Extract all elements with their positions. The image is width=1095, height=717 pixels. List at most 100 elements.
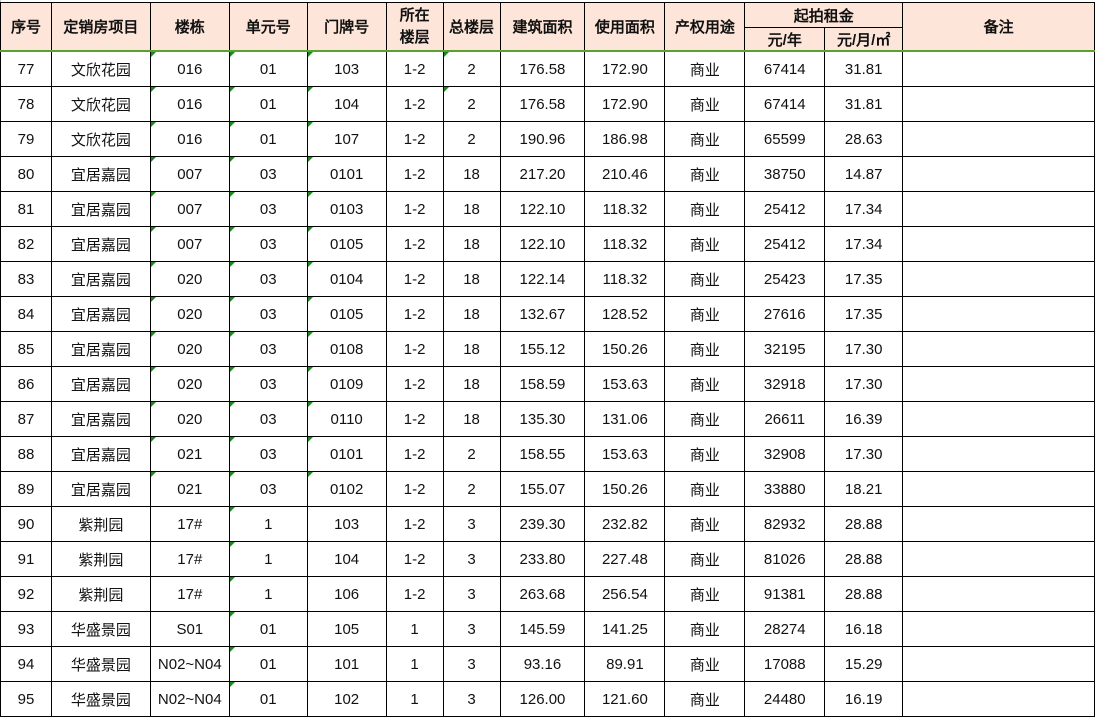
cell-seq[interactable]: 77 [0,50,52,87]
cell-build-area[interactable]: 239.30 [499,506,586,542]
cell-usage[interactable]: 商业 [664,576,746,612]
cell-use-area[interactable]: 118.32 [584,261,666,297]
cell-rent-year[interactable]: 25412 [744,191,826,227]
cell-build-area[interactable]: 126.00 [499,681,586,717]
header-building[interactable]: 楼栋 [149,2,230,52]
cell-building[interactable]: 021 [149,436,230,472]
cell-rent-year[interactable]: 65599 [744,121,826,157]
cell-total-floors[interactable]: 18 [442,331,501,367]
cell-building[interactable]: 021 [149,471,230,507]
cell-seq[interactable]: 91 [0,541,52,577]
cell-project[interactable]: 华盛景园 [50,611,151,647]
cell-unit[interactable]: 03 [228,331,308,367]
header-door[interactable]: 门牌号 [306,2,387,52]
cell-door[interactable]: 0109 [306,366,387,402]
cell-total-floors[interactable]: 3 [442,611,501,647]
cell-use-area[interactable]: 150.26 [584,331,666,367]
cell-usage[interactable]: 商业 [664,436,746,472]
cell-usage[interactable]: 商业 [664,471,746,507]
cell-build-area[interactable]: 158.59 [499,366,586,402]
cell-building[interactable]: 016 [149,121,230,157]
cell-project[interactable]: 文欣花园 [50,121,151,157]
cell-floor[interactable]: 1-2 [385,436,444,472]
cell-floor[interactable]: 1-2 [385,331,444,367]
cell-use-area[interactable]: 227.48 [584,541,666,577]
cell-seq[interactable]: 79 [0,121,52,157]
cell-project[interactable]: 宜居嘉园 [50,156,151,192]
cell-remarks[interactable] [902,576,1095,612]
cell-remarks[interactable] [902,541,1095,577]
cell-usage[interactable]: 商业 [664,156,746,192]
cell-build-area[interactable]: 122.14 [499,261,586,297]
cell-rent-year[interactable]: 32918 [744,366,826,402]
cell-floor[interactable]: 1-2 [385,506,444,542]
cell-remarks[interactable] [902,611,1095,647]
header-rent-year[interactable]: 元/年 [744,27,826,52]
cell-floor[interactable]: 1-2 [385,86,444,122]
cell-total-floors[interactable]: 18 [442,366,501,402]
cell-unit[interactable]: 03 [228,226,308,262]
cell-rent-month-sqm[interactable]: 28.88 [824,576,904,612]
cell-building[interactable]: 007 [149,226,230,262]
cell-unit[interactable]: 03 [228,296,308,332]
cell-floor[interactable]: 1 [385,646,444,682]
cell-unit[interactable]: 03 [228,401,308,437]
cell-use-area[interactable]: 210.46 [584,156,666,192]
cell-unit[interactable]: 03 [228,191,308,227]
cell-floor[interactable]: 1 [385,681,444,717]
cell-seq[interactable]: 87 [0,401,52,437]
cell-remarks[interactable] [902,50,1095,87]
cell-project[interactable]: 宜居嘉园 [50,366,151,402]
cell-building[interactable]: 020 [149,331,230,367]
cell-rent-year[interactable]: 33880 [744,471,826,507]
cell-rent-month-sqm[interactable]: 28.63 [824,121,904,157]
cell-project[interactable]: 宜居嘉园 [50,296,151,332]
cell-building[interactable]: S01 [149,611,230,647]
cell-total-floors[interactable]: 3 [442,681,501,717]
cell-build-area[interactable]: 217.20 [499,156,586,192]
cell-remarks[interactable] [902,436,1095,472]
cell-unit[interactable]: 01 [228,611,308,647]
cell-unit[interactable]: 01 [228,50,308,87]
cell-door[interactable]: 102 [306,681,387,717]
cell-rent-month-sqm[interactable]: 14.87 [824,156,904,192]
cell-unit[interactable]: 03 [228,156,308,192]
cell-usage[interactable]: 商业 [664,191,746,227]
cell-build-area[interactable]: 132.67 [499,296,586,332]
cell-remarks[interactable] [902,86,1095,122]
cell-build-area[interactable]: 158.55 [499,436,586,472]
cell-rent-month-sqm[interactable]: 28.88 [824,506,904,542]
cell-total-floors[interactable]: 2 [442,86,501,122]
header-use-area[interactable]: 使用面积 [584,2,666,52]
cell-door[interactable]: 0105 [306,296,387,332]
cell-building[interactable]: 016 [149,50,230,87]
cell-use-area[interactable]: 141.25 [584,611,666,647]
cell-rent-month-sqm[interactable]: 17.30 [824,366,904,402]
cell-unit[interactable]: 1 [228,506,308,542]
cell-usage[interactable]: 商业 [664,296,746,332]
cell-seq[interactable]: 82 [0,226,52,262]
cell-total-floors[interactable]: 18 [442,191,501,227]
cell-door[interactable]: 0110 [306,401,387,437]
cell-rent-year[interactable]: 32195 [744,331,826,367]
cell-build-area[interactable]: 122.10 [499,191,586,227]
cell-rent-month-sqm[interactable]: 28.88 [824,541,904,577]
cell-rent-month-sqm[interactable]: 17.35 [824,296,904,332]
cell-project[interactable]: 华盛景园 [50,646,151,682]
cell-build-area[interactable]: 155.12 [499,331,586,367]
cell-unit[interactable]: 1 [228,541,308,577]
header-project[interactable]: 定销房项目 [50,2,151,52]
cell-unit[interactable]: 1 [228,576,308,612]
cell-building[interactable]: 17# [149,541,230,577]
cell-seq[interactable]: 81 [0,191,52,227]
cell-floor[interactable]: 1-2 [385,191,444,227]
cell-floor[interactable]: 1-2 [385,471,444,507]
cell-rent-month-sqm[interactable]: 17.30 [824,331,904,367]
header-rent-month-sqm[interactable]: 元/月/㎡ [824,27,904,52]
cell-seq[interactable]: 89 [0,471,52,507]
cell-project[interactable]: 紫荆园 [50,506,151,542]
cell-unit[interactable]: 01 [228,646,308,682]
cell-total-floors[interactable]: 3 [442,576,501,612]
cell-building[interactable]: 020 [149,261,230,297]
cell-remarks[interactable] [902,296,1095,332]
